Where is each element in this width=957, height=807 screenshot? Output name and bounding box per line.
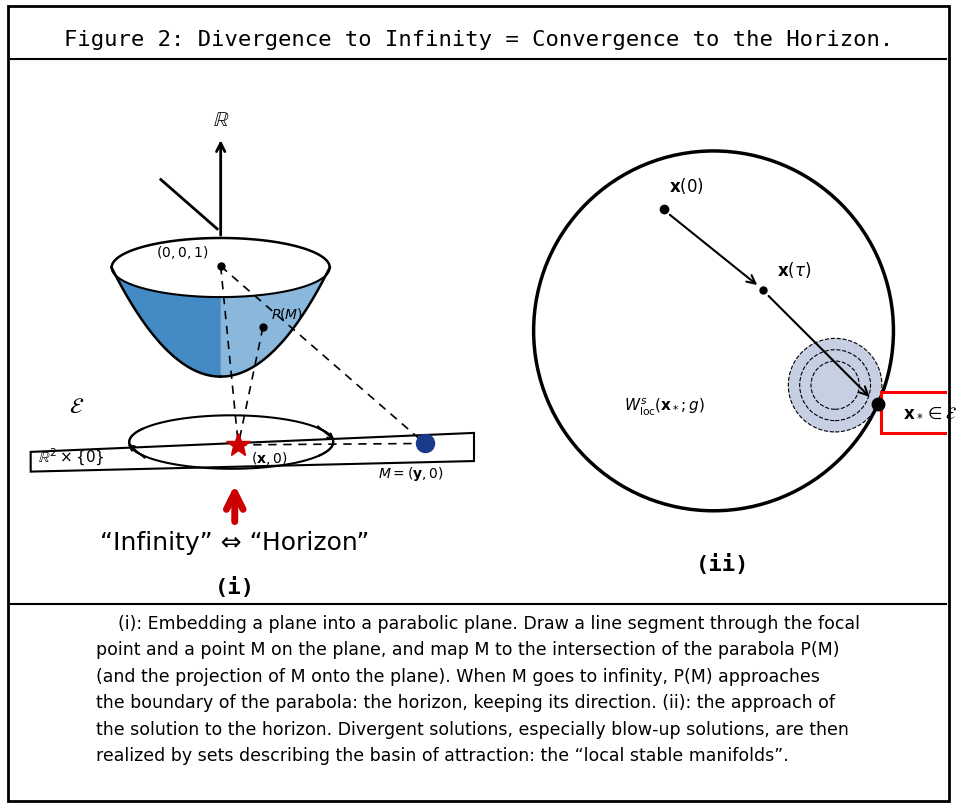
Circle shape bbox=[789, 338, 882, 432]
Text: $\mathbb{R}$: $\mathbb{R}$ bbox=[212, 111, 229, 130]
Text: $\mathbb{R}^2\times\{0\}$: $\mathbb{R}^2\times\{0\}$ bbox=[37, 447, 104, 468]
Text: (i): (i) bbox=[214, 577, 255, 598]
FancyBboxPatch shape bbox=[881, 391, 957, 433]
Polygon shape bbox=[221, 264, 330, 377]
Text: $\mathbf{x}(\tau)$: $\mathbf{x}(\tau)$ bbox=[776, 260, 811, 279]
Ellipse shape bbox=[112, 238, 330, 297]
Text: $(\mathbf{x},0)$: $(\mathbf{x},0)$ bbox=[251, 450, 287, 467]
Text: $\mathcal{E}$: $\mathcal{E}$ bbox=[69, 397, 84, 417]
Text: $W^s_{\mathrm{loc}}(\mathbf{x}_*;g)$: $W^s_{\mathrm{loc}}(\mathbf{x}_*;g)$ bbox=[624, 397, 704, 418]
Polygon shape bbox=[112, 238, 330, 377]
Polygon shape bbox=[31, 433, 474, 471]
Text: “Infinity” ⇔ “Horizon”: “Infinity” ⇔ “Horizon” bbox=[100, 532, 369, 555]
Text: $(0,0,1)$: $(0,0,1)$ bbox=[156, 244, 208, 261]
Text: (ii): (ii) bbox=[696, 554, 749, 575]
Text: (i): Embedding a plane into a parabolic plane. Draw a line segment through the f: (i): Embedding a plane into a parabolic … bbox=[97, 615, 860, 765]
Text: $M=(\mathbf{y},0)$: $M=(\mathbf{y},0)$ bbox=[378, 465, 443, 483]
Text: Figure 2: Divergence to Infinity = Convergence to the Horizon.: Figure 2: Divergence to Infinity = Conve… bbox=[64, 30, 893, 50]
Text: $\mathbf{x}(0)$: $\mathbf{x}(0)$ bbox=[669, 176, 703, 196]
Text: $\mathbf{x}_*\in\mathcal{E}$: $\mathbf{x}_*\in\mathcal{E}$ bbox=[902, 404, 957, 421]
Text: $P(M)$: $P(M)$ bbox=[272, 306, 303, 322]
